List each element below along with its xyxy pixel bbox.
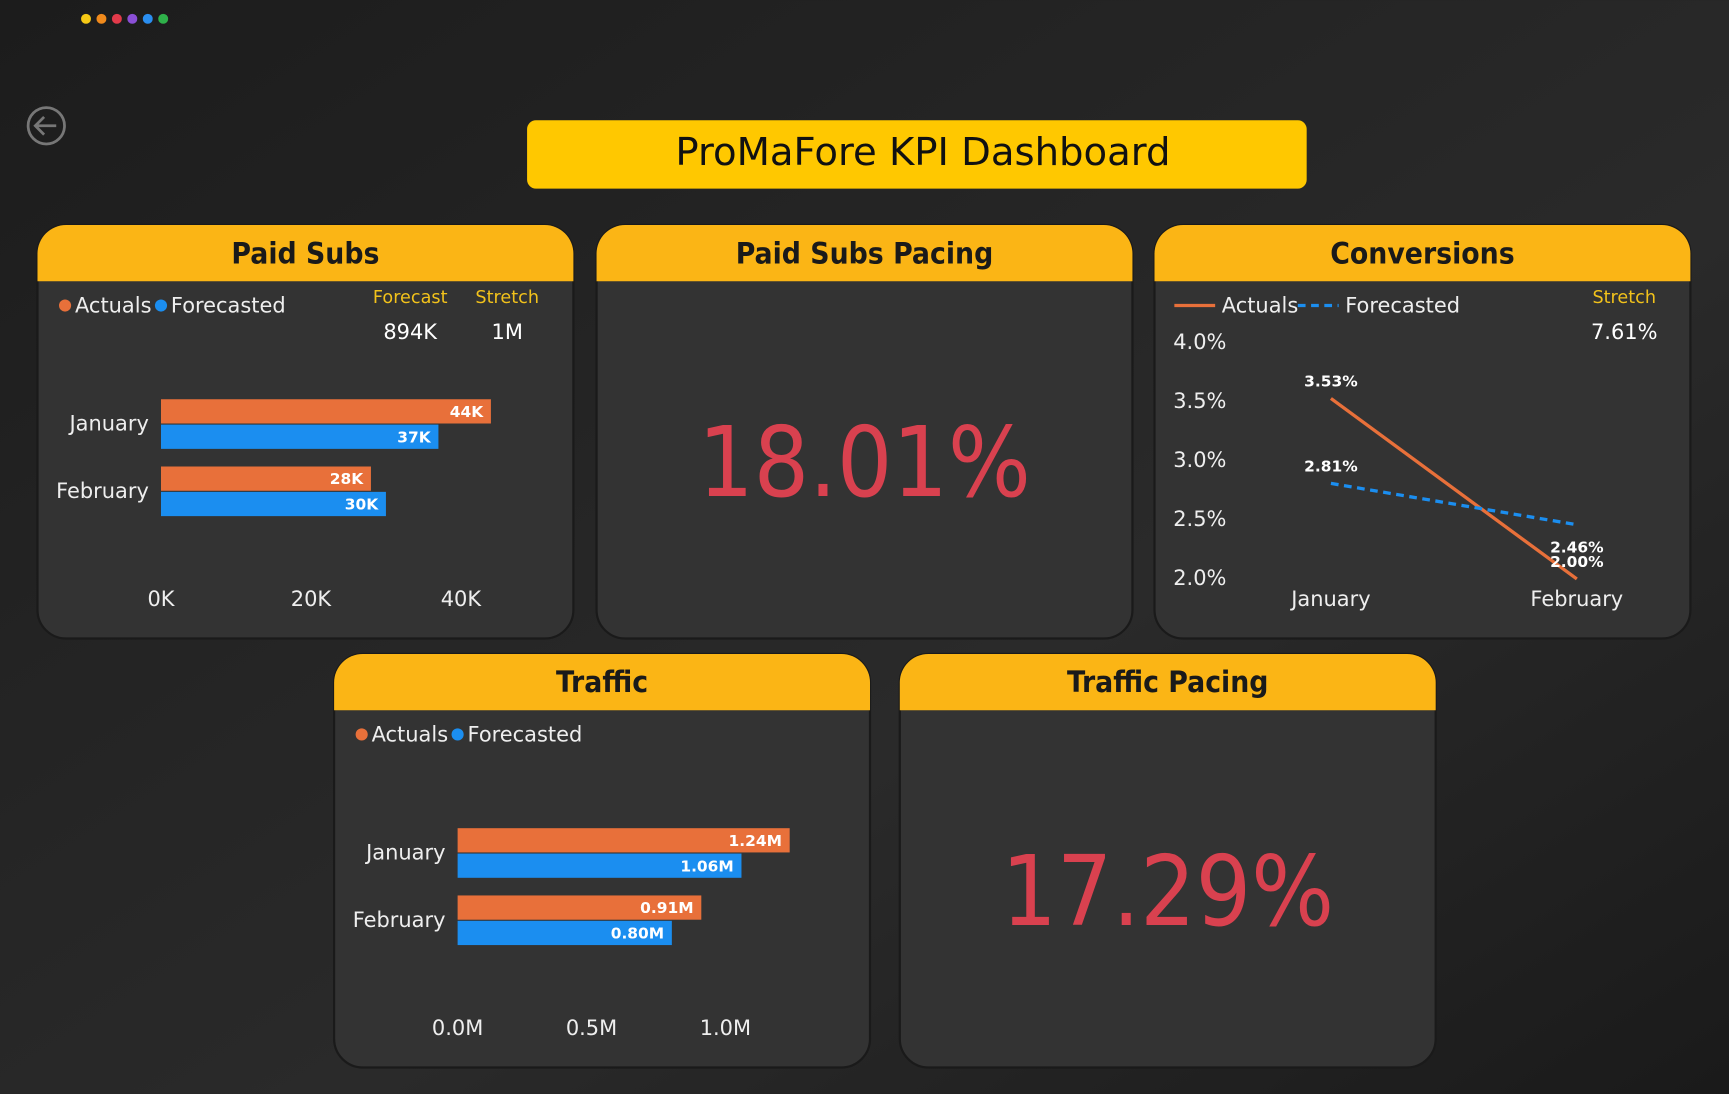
back-arrow [33,115,57,136]
legend-label: Forecasted [171,294,286,318]
legend-label: Actuals [372,723,449,747]
bar [457,853,742,878]
card-panel: Paid Subs Actuals Forecasted 0K 20K 40K Januar… [36,223,575,640]
legend-dot [58,299,72,312]
bar [160,466,371,491]
stat-value: 894K [383,320,438,344]
x-tick-label: February [1530,587,1623,611]
y-tick-label: 3.5% [1173,389,1226,413]
panel-header [596,225,1133,282]
bar-value-label: 1.06M [680,857,733,875]
card-panel: Traffic Pacing 17.29% [898,652,1437,1069]
dot [96,13,107,24]
window-dots [81,13,169,24]
title-box [527,120,1307,189]
y-tick-label: 2.5% [1173,507,1226,531]
legend-label: Forecasted [1345,294,1460,318]
bar [457,920,672,946]
x-tick-label: January [1289,587,1370,611]
kpi-value: 17.29% [1001,835,1334,948]
dot [142,13,153,24]
panel-title: Conversions [1330,236,1514,271]
series-line [1330,481,1578,527]
bar-value-label: 37K [397,428,431,446]
stat-value: 7.61% [1591,320,1658,344]
panel-title: Paid Subs Pacing [736,236,994,271]
panel-header [899,653,1436,711]
bar [160,424,439,449]
stat-value: 1M [492,320,523,344]
point-value-label: 2.81% [1304,457,1358,475]
bar-value-label: 44K [450,403,484,421]
panel-header [1154,225,1691,282]
bar-value-label: 0.91M [640,899,693,917]
x-tick-label: 40K [441,587,483,611]
panel-title: Traffic Pacing [1067,665,1269,700]
bar [457,895,702,920]
bar [457,828,790,853]
point-value-label: 2.46% [1550,538,1604,556]
bar-value-label: 1.24M [729,832,782,850]
category-label: January [67,412,148,436]
card-panel: Paid Subs Pacing 18.01% [595,223,1134,640]
card-panel: Conversions Actuals Forecasted 2.0% 2.5% 3.0%… [1153,223,1692,640]
back-circle [26,106,66,146]
stat-label: Stretch [1592,288,1656,308]
bar-value-label: 30K [345,496,379,514]
y-tick-label: 2.0% [1173,566,1226,590]
legend-label: Actuals [1222,294,1299,318]
legend-label: Actuals [75,294,152,318]
x-tick-label: 1.0M [700,1016,751,1040]
panel-header [37,225,574,282]
point-value-label: 2.00% [1550,553,1604,571]
x-tick-label: 0K [147,587,175,611]
legend-dot [355,728,368,741]
bar [160,491,386,517]
y-tick-label: 3.0% [1173,448,1226,472]
panel-title: Paid Subs [231,236,379,271]
dot [81,13,91,24]
category-label: February [353,908,446,932]
x-tick-label: 0.5M [566,1016,617,1040]
legend-dot [154,299,168,312]
dot [158,13,169,24]
kpi-value: 18.01% [698,406,1031,519]
dot [127,13,138,24]
category-label: January [364,841,445,865]
x-tick-label: 0.0M [432,1016,483,1040]
back-button[interactable] [26,106,66,146]
legend-dot [451,728,464,741]
bar-value-label: 28K [330,470,364,488]
y-tick-label: 4.0% [1173,330,1226,354]
dashboard-title: ProMaFore KPI Dashboard [675,130,1170,175]
point-value-label: 3.53% [1304,372,1358,390]
dot [111,13,122,24]
x-tick-label: 20K [291,587,333,611]
bar [160,399,491,424]
stat-label: Forecast [373,288,448,308]
category-label: February [56,479,149,503]
stat-label: Stretch [475,288,539,308]
panel-title: Traffic [556,665,648,700]
legend-label: Forecasted [468,723,583,747]
bar-value-label: 0.80M [611,925,664,943]
series-line [1329,397,1578,581]
panel-header [334,653,871,711]
card-panel: Traffic Actuals Forecasted 0.0M 0.5M 1.0M Janu… [333,652,872,1069]
panel [898,652,1437,1069]
